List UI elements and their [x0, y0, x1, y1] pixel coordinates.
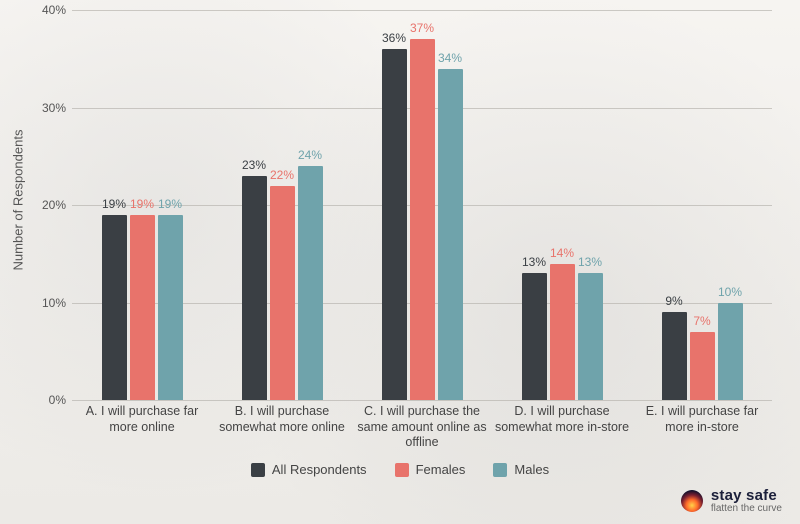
bar-group: 19%19%19%	[102, 10, 183, 400]
bar-all: 36%	[382, 49, 407, 400]
bar-all: 9%	[662, 312, 687, 400]
bar-males: 19%	[158, 215, 183, 400]
logo-mark-icon	[681, 490, 703, 512]
chart-plot-area: 0%10%20%30%40%19%19%19%23%22%24%36%37%34…	[72, 10, 772, 400]
x-category-label: A. I will purchase far more online	[72, 404, 212, 435]
bar-males: 10%	[718, 303, 743, 401]
bar-value-label: 19%	[102, 197, 126, 211]
bar-value-label: 37%	[410, 21, 434, 35]
y-tick-label: 20%	[30, 198, 66, 212]
bar-females: 19%	[130, 215, 155, 400]
bar-value-label: 22%	[270, 168, 294, 182]
bar-males: 24%	[298, 166, 323, 400]
legend-label: Females	[416, 462, 466, 477]
bar-group: 9%7%10%	[662, 10, 743, 400]
bar-group: 13%14%13%	[522, 10, 603, 400]
legend-item-males: Males	[493, 462, 549, 477]
bar-males: 13%	[578, 273, 603, 400]
legend-item-females: Females	[395, 462, 466, 477]
bar-value-label: 34%	[438, 51, 462, 65]
x-category-label: D. I will purchase somewhat more in-stor…	[492, 404, 632, 435]
bar-value-label: 14%	[550, 246, 574, 260]
legend-label: Males	[514, 462, 549, 477]
grid-line	[72, 400, 772, 401]
bar-females: 14%	[550, 264, 575, 401]
legend-item-all: All Respondents	[251, 462, 367, 477]
y-tick-label: 0%	[30, 393, 66, 407]
x-category-label: C. I will purchase the same amount onlin…	[352, 404, 492, 451]
bar-value-label: 36%	[382, 31, 406, 45]
bar-value-label: 10%	[718, 285, 742, 299]
bar-all: 23%	[242, 176, 267, 400]
bar-value-label: 9%	[665, 294, 682, 308]
legend-label: All Respondents	[272, 462, 367, 477]
bar-value-label: 23%	[242, 158, 266, 172]
bar-value-label: 7%	[693, 314, 710, 328]
bar-value-label: 24%	[298, 148, 322, 162]
bar-all: 19%	[102, 215, 127, 400]
y-tick-label: 30%	[30, 101, 66, 115]
y-axis-label: Number of Respondents	[11, 130, 26, 271]
y-tick-label: 10%	[30, 296, 66, 310]
bar-all: 13%	[522, 273, 547, 400]
x-axis-labels: A. I will purchase far more onlineB. I w…	[72, 404, 772, 464]
bar-value-label: 13%	[578, 255, 602, 269]
stay-safe-logo: stay safe flatten the curve	[681, 488, 782, 514]
x-category-label: B. I will purchase somewhat more online	[212, 404, 352, 435]
y-tick-label: 40%	[30, 3, 66, 17]
logo-main-text: stay safe	[711, 488, 782, 503]
bar-value-label: 19%	[158, 197, 182, 211]
bar-group: 36%37%34%	[382, 10, 463, 400]
bar-females: 22%	[270, 186, 295, 401]
bar-females: 37%	[410, 39, 435, 400]
legend: All Respondents Females Males	[0, 462, 800, 477]
bar-value-label: 13%	[522, 255, 546, 269]
legend-swatch	[251, 463, 265, 477]
bar-females: 7%	[690, 332, 715, 400]
bar-value-label: 19%	[130, 197, 154, 211]
legend-swatch	[493, 463, 507, 477]
legend-swatch	[395, 463, 409, 477]
logo-sub-text: flatten the curve	[711, 504, 782, 514]
bar-males: 34%	[438, 69, 463, 401]
bar-group: 23%22%24%	[242, 10, 323, 400]
x-category-label: E. I will purchase far more in-store	[632, 404, 772, 435]
